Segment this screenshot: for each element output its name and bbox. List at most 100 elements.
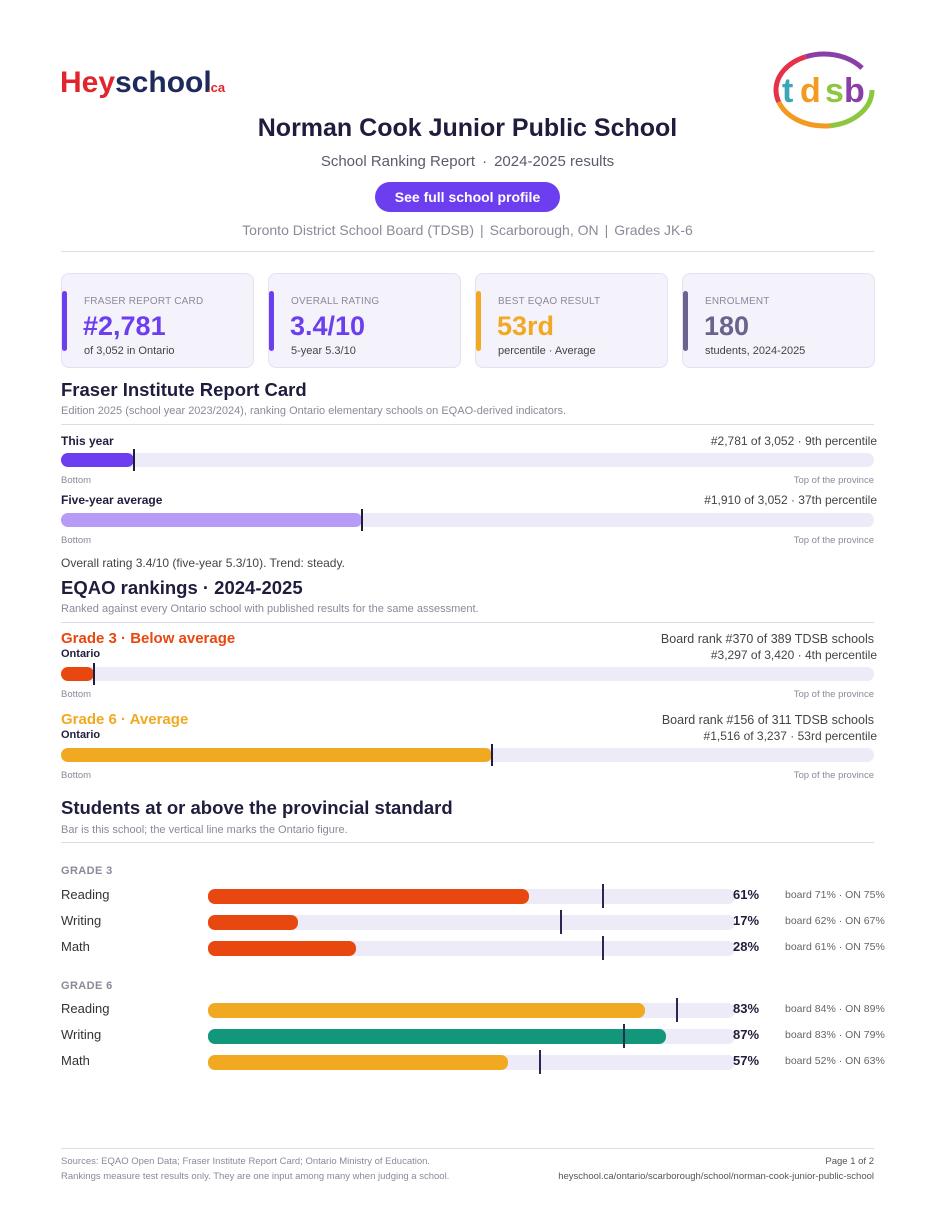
footer-page: Page 1 of 2 — [825, 1156, 874, 1167]
g3-reading-bar — [208, 889, 530, 904]
axis-bottom-label: Bottom — [61, 475, 92, 486]
card-sub: 5-year 5.3/10 — [291, 345, 356, 357]
g6-reading-comparison: board 84% · ON 89% — [785, 1003, 885, 1015]
g6-reading-ontario-marker — [676, 998, 679, 1022]
grade6-section-label: GRADE 6 — [61, 980, 113, 992]
card-sub: percentile · Average — [498, 345, 596, 357]
card-sub: students, 2024-2025 — [705, 345, 806, 357]
g6-math-bar — [208, 1055, 509, 1070]
stat-card-enrolment: ENROLMENT 180 students, 2024-2025 — [682, 273, 875, 368]
eqao-heading: EQAO rankings · 2024-2025 — [61, 577, 303, 598]
fraser-five-year-marker — [360, 509, 363, 531]
card-accent — [62, 291, 67, 351]
divider — [61, 622, 874, 623]
grade3-bar — [61, 667, 94, 681]
fraser-note: Edition 2025 (school year 2023/2024), ra… — [61, 405, 567, 417]
grade6-heading: Grade 6 · Average — [61, 711, 189, 728]
stat-card-rating: OVERALL RATING 3.4/10 5-year 5.3/10 — [268, 273, 461, 368]
card-value: #2,781 — [83, 311, 166, 341]
subtitle-years: 2024-2025 results — [494, 153, 615, 170]
g6-reading-label: Reading — [61, 1001, 110, 1016]
card-accent — [683, 291, 688, 351]
g6-writing-percent: 87% — [733, 1027, 760, 1042]
g3-math-percent: 28% — [733, 939, 760, 954]
fraser-this-year-marker — [133, 449, 136, 471]
g6-writing-ontario-marker — [623, 1024, 626, 1048]
card-accent — [269, 291, 274, 351]
svg-text:s: s — [825, 72, 844, 110]
axis-bottom-label: Bottom — [61, 689, 92, 700]
fraser-this-year-label: This year — [61, 434, 114, 448]
fraser-summary: Overall rating 3.4/10 (five-year 5.3/10)… — [61, 556, 345, 570]
g6-reading-percent: 83% — [733, 1001, 760, 1016]
subtitle-separator: · — [482, 153, 488, 170]
axis-top-label: Top of the province — [793, 475, 874, 486]
divider — [61, 842, 874, 843]
footer-right: Page 1 of 2 heyschool.ca/ontario/scarbor… — [558, 1154, 874, 1184]
axis-bottom-label: Bottom — [61, 770, 92, 781]
divider — [61, 1148, 874, 1149]
footer-url[interactable]: heyschool.ca/ontario/scarborough/school/… — [558, 1171, 874, 1182]
grade6-bar — [61, 748, 492, 762]
g3-reading-ontario-marker — [602, 884, 605, 908]
g6-writing-label: Writing — [61, 1027, 102, 1042]
fraser-heading: Fraser Institute Report Card — [61, 379, 307, 400]
school-meta: Toronto District School Board (TDSB) | Sca… — [242, 222, 693, 238]
g3-math-label: Math — [61, 939, 90, 954]
subtitle-report: School Ranking Report — [320, 153, 476, 170]
grade6-board-rank: Board rank #156 of 311 TDSB schools — [661, 713, 874, 727]
fraser-this-year-track — [61, 449, 874, 471]
fraser-this-year-bar — [61, 453, 135, 467]
standard-heading: Students at or above the provincial stan… — [61, 797, 453, 818]
card-label: BEST EQAO RESULT — [498, 296, 601, 307]
g6-math-ontario-marker — [539, 1050, 541, 1074]
g3-math-bar — [208, 941, 356, 956]
g3-writing-bar — [208, 915, 298, 930]
school-title: Norman Cook Junior Public School — [257, 114, 678, 142]
svg-text:d: d — [800, 72, 821, 110]
axis-top-label: Top of the province — [793, 770, 874, 781]
g3-reading-label: Reading — [61, 887, 110, 902]
grade3-ontario-rank: #3,297 of 3,420 · 4th percentile — [710, 648, 877, 662]
footer-left: Sources: EQAO Open Data; Fraser Institut… — [61, 1154, 449, 1184]
grade3-scope: Ontario — [61, 648, 101, 660]
stat-card-eqao: BEST EQAO RESULT 53rd percentile · Avera… — [475, 273, 668, 368]
svg-text:school: school — [115, 66, 212, 99]
heyschool-logo: Hey school .ca — [60, 66, 226, 99]
grade6-ontario-rank: #1,516 of 3,237 · 53rd percentile — [703, 729, 877, 743]
grade3-section-label: GRADE 3 — [61, 865, 113, 877]
g3-math-track — [208, 936, 735, 960]
footer-sources: Sources: EQAO Open Data; Fraser Institut… — [61, 1156, 431, 1167]
grade3-heading: Grade 3 · Below average — [61, 630, 236, 647]
g6-math-track — [208, 1050, 735, 1074]
g3-reading-percent: 61% — [733, 887, 760, 902]
svg-text:.ca: .ca — [207, 80, 226, 95]
card-label: OVERALL RATING — [291, 296, 380, 307]
g6-writing-comparison: board 83% · ON 79% — [785, 1029, 885, 1041]
g6-reading-track — [208, 998, 735, 1022]
axis-top-label: Top of the province — [793, 689, 874, 700]
axis-top-label: Top of the province — [793, 535, 874, 546]
fraser-five-year-bar — [61, 513, 362, 527]
g6-math-comparison: board 52% · ON 63% — [785, 1055, 885, 1067]
g6-writing-bar — [208, 1029, 667, 1044]
g6-math-label: Math — [61, 1053, 90, 1068]
g3-writing-label: Writing — [61, 913, 102, 928]
card-value: 3.4/10 — [290, 311, 366, 341]
g3-reading-track — [208, 884, 735, 908]
grade6-scope: Ontario — [61, 729, 101, 741]
g3-math-comparison: board 61% · ON 75% — [785, 941, 885, 953]
report-subtitle: School Ranking Report · 2024-2025 results — [0, 153, 935, 170]
card-label: FRASER REPORT CARD — [84, 296, 204, 307]
g3-writing-track — [208, 910, 735, 934]
grade6-track — [61, 744, 874, 766]
grade3-board-rank: Board rank #370 of 389 TDSB schools — [660, 632, 874, 646]
grade6-marker — [490, 744, 493, 766]
divider — [61, 424, 874, 425]
card-value: 53rd — [497, 311, 555, 341]
eqao-note: Ranked against every Ontario school with… — [61, 603, 479, 615]
g3-writing-comparison: board 62% · ON 67% — [785, 915, 885, 927]
full-profile-button[interactable]: See full school profile — [375, 182, 560, 212]
fraser-five-year-label: Five-year average — [61, 493, 163, 507]
svg-text:t: t — [782, 72, 793, 110]
